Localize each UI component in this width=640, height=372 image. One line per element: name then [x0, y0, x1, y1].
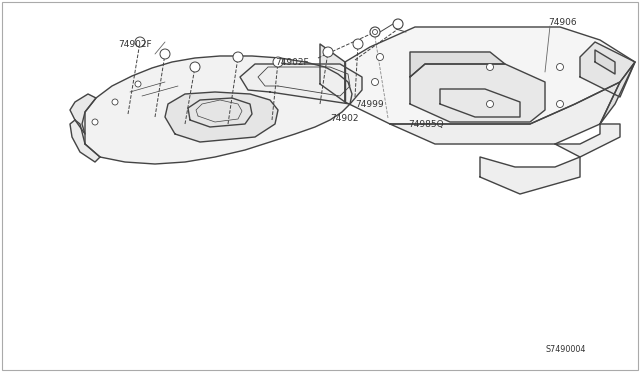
Polygon shape — [595, 50, 615, 74]
Circle shape — [376, 54, 383, 61]
Polygon shape — [82, 56, 352, 164]
Polygon shape — [410, 52, 505, 77]
Circle shape — [393, 19, 403, 29]
Circle shape — [135, 37, 145, 47]
Text: 74902F: 74902F — [118, 39, 152, 48]
Polygon shape — [480, 157, 580, 194]
Text: 74999: 74999 — [355, 99, 383, 109]
Circle shape — [112, 99, 118, 105]
Polygon shape — [70, 120, 100, 162]
Text: 74902F: 74902F — [275, 58, 308, 67]
Circle shape — [371, 78, 378, 86]
Circle shape — [372, 29, 378, 35]
Circle shape — [135, 81, 141, 87]
Polygon shape — [165, 92, 278, 142]
Circle shape — [486, 100, 493, 108]
Circle shape — [323, 47, 333, 57]
Polygon shape — [390, 82, 620, 144]
Circle shape — [233, 52, 243, 62]
Circle shape — [486, 64, 493, 71]
Circle shape — [160, 49, 170, 59]
Text: S7490004: S7490004 — [545, 346, 586, 355]
Polygon shape — [580, 42, 635, 97]
Polygon shape — [345, 27, 635, 124]
Polygon shape — [240, 64, 362, 104]
Polygon shape — [410, 64, 545, 122]
Polygon shape — [555, 124, 620, 157]
Circle shape — [370, 27, 380, 37]
Circle shape — [273, 57, 283, 67]
Text: 74985Q: 74985Q — [408, 119, 444, 128]
Circle shape — [353, 39, 363, 49]
Circle shape — [92, 119, 98, 125]
Text: 74902: 74902 — [330, 113, 358, 122]
Polygon shape — [320, 44, 345, 102]
Circle shape — [557, 100, 563, 108]
Circle shape — [190, 62, 200, 72]
Polygon shape — [70, 94, 96, 134]
Polygon shape — [600, 62, 635, 124]
Circle shape — [557, 64, 563, 71]
Text: 74906: 74906 — [548, 17, 577, 26]
